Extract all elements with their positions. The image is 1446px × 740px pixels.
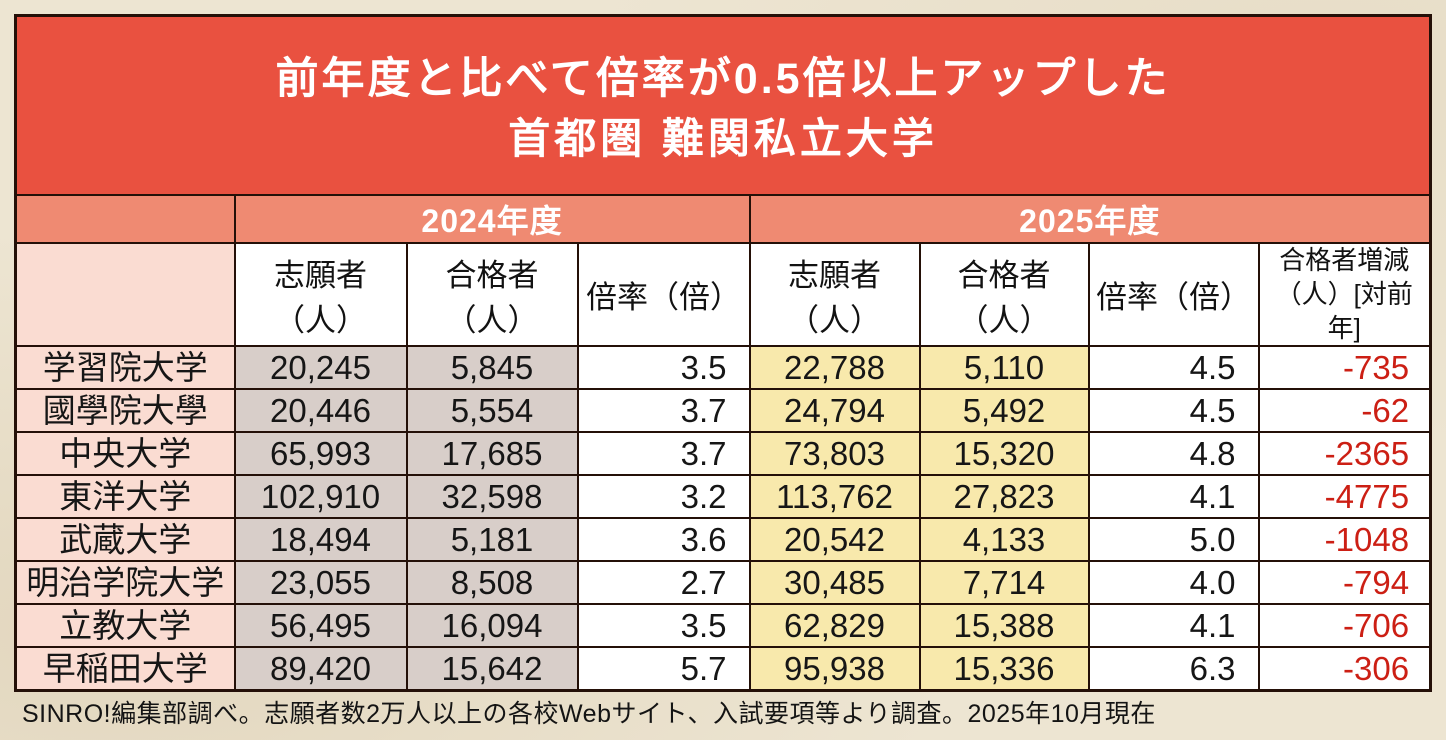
applicants-2025-value: 24,794	[748, 388, 921, 434]
admitted-2024-value: 5,181	[405, 517, 579, 563]
table-title-banner: 前年度と比べて倍率が0.5倍以上アップした 首都圏 難関私立大学	[14, 14, 1432, 196]
ratio-2024-value: 3.2	[576, 474, 751, 520]
table-row: 中央大学 65,993 17,685 3.7 73,803 15,320 4.8…	[14, 431, 1432, 477]
admitted-2024-value: 8,508	[405, 560, 579, 606]
applicants-2024-value: 20,446	[233, 388, 408, 434]
applicants-2025-value: 62,829	[748, 603, 921, 649]
table-row: 東洋大学 102,910 32,598 3.2 113,762 27,823 4…	[14, 474, 1432, 520]
banner-row: 前年度と比べて倍率が0.5倍以上アップした 首都圏 難関私立大学	[14, 14, 1432, 196]
admissions-table: 前年度と比べて倍率が0.5倍以上アップした 首都圏 難関私立大学 2024年度 …	[14, 14, 1433, 693]
applicants-2024-value: 102,910	[233, 474, 408, 520]
col-header-applicants-2024: 志願者（人）	[233, 241, 408, 348]
ratio-2024-value: 3.5	[576, 603, 751, 649]
admitted-diff-value: -706	[1257, 603, 1432, 649]
admitted-2024-value: 16,094	[405, 603, 579, 649]
admitted-2025-value: 7,714	[918, 560, 1090, 606]
admitted-2025-value: 4,133	[918, 517, 1090, 563]
applicants-2024-value: 56,495	[233, 603, 408, 649]
university-name: 明治学院大学	[14, 560, 236, 606]
applicants-2024-value: 18,494	[233, 517, 408, 563]
diff-header-line-2: （人）[対前年]	[1275, 278, 1413, 343]
admitted-2025-value: 15,388	[918, 603, 1090, 649]
ratio-2024-value: 5.7	[576, 646, 751, 692]
ratio-2024-value: 3.7	[576, 431, 751, 477]
university-name: 立教大学	[14, 603, 236, 649]
ratio-2025-value: 4.8	[1087, 431, 1260, 477]
admitted-2025-value: 27,823	[918, 474, 1090, 520]
ratio-2025-value: 5.0	[1087, 517, 1260, 563]
admitted-diff-value: -62	[1257, 388, 1432, 434]
applicants-2024-value: 20,245	[233, 345, 408, 391]
applicants-2025-value: 95,938	[748, 646, 921, 692]
university-name: 中央大学	[14, 431, 236, 477]
infographic: 前年度と比べて倍率が0.5倍以上アップした 首都圏 難関私立大学 2024年度 …	[14, 14, 1433, 693]
applicants-2025-value: 20,542	[748, 517, 921, 563]
admitted-diff-value: -1048	[1257, 517, 1432, 563]
admitted-2024-value: 17,685	[405, 431, 579, 477]
applicants-2025-value: 30,485	[748, 560, 921, 606]
admitted-2025-value: 5,110	[918, 345, 1090, 391]
ratio-2025-value: 4.1	[1087, 474, 1260, 520]
diff-header-line-1: 合格者増減	[1279, 245, 1410, 275]
col-header-admitted-2025: 合格者（人）	[918, 241, 1090, 348]
year-header-2025: 2025年度	[748, 194, 1432, 244]
university-name: 國學院大學	[14, 388, 236, 434]
applicants-2024-value: 89,420	[233, 646, 408, 692]
ratio-2025-value: 6.3	[1087, 646, 1260, 692]
admitted-2025-value: 5,492	[918, 388, 1090, 434]
table-row: 武蔵大学 18,494 5,181 3.6 20,542 4,133 5.0 -…	[14, 517, 1432, 563]
admitted-2024-value: 15,642	[405, 646, 579, 692]
col-header-admitted-2024: 合格者（人）	[405, 241, 579, 348]
title-line-2: 首都圏 難関私立大学	[508, 114, 938, 162]
admitted-2025-value: 15,336	[918, 646, 1090, 692]
table-row: 学習院大学 20,245 5,845 3.5 22,788 5,110 4.5 …	[14, 345, 1432, 391]
source-note: SINRO!編集部調べ。志願者数2万人以上の各校Webサイト、入試要項等より調査…	[22, 700, 1156, 728]
ratio-2024-value: 3.5	[576, 345, 751, 391]
ratio-2025-value: 4.1	[1087, 603, 1260, 649]
university-name: 学習院大学	[14, 345, 236, 391]
col-header-admitted-diff: 合格者増減 （人）[対前年]	[1257, 241, 1432, 348]
admitted-2024-value: 5,554	[405, 388, 579, 434]
admitted-diff-value: -2365	[1257, 431, 1432, 477]
university-name: 武蔵大学	[14, 517, 236, 563]
applicants-2025-value: 113,762	[748, 474, 921, 520]
ratio-2024-value: 2.7	[576, 560, 751, 606]
admitted-2025-value: 15,320	[918, 431, 1090, 477]
col-header-ratio-2025: 倍率（倍）	[1087, 241, 1260, 348]
admitted-2024-value: 32,598	[405, 474, 579, 520]
applicants-2025-value: 73,803	[748, 431, 921, 477]
admitted-diff-value: -306	[1257, 646, 1432, 692]
ratio-2025-value: 4.5	[1087, 345, 1260, 391]
admitted-diff-value: -735	[1257, 345, 1432, 391]
table-row: 明治学院大学 23,055 8,508 2.7 30,485 7,714 4.0…	[14, 560, 1432, 606]
university-name: 早稲田大学	[14, 646, 236, 692]
title-line-1: 前年度と比べて倍率が0.5倍以上アップした	[275, 54, 1171, 103]
col-header-ratio-2024: 倍率（倍）	[576, 241, 751, 348]
year-row-blank-cell	[14, 194, 236, 244]
ratio-2025-value: 4.0	[1087, 560, 1260, 606]
corner-cell	[14, 241, 236, 348]
university-name: 東洋大学	[14, 474, 236, 520]
column-header-row: 志願者（人） 合格者（人） 倍率（倍） 志願者（人） 合格者（人） 倍率（倍） …	[14, 241, 1432, 348]
ratio-2024-value: 3.7	[576, 388, 751, 434]
admitted-2024-value: 5,845	[405, 345, 579, 391]
ratio-2025-value: 4.5	[1087, 388, 1260, 434]
table-row: 立教大学 56,495 16,094 3.5 62,829 15,388 4.1…	[14, 603, 1432, 649]
admitted-diff-value: -794	[1257, 560, 1432, 606]
admitted-diff-value: -4775	[1257, 474, 1432, 520]
table-row: 國學院大學 20,446 5,554 3.7 24,794 5,492 4.5 …	[14, 388, 1432, 434]
year-header-2024: 2024年度	[233, 194, 751, 244]
ratio-2024-value: 3.6	[576, 517, 751, 563]
applicants-2025-value: 22,788	[748, 345, 921, 391]
applicants-2024-value: 23,055	[233, 560, 408, 606]
table-row: 早稲田大学 89,420 15,642 5.7 95,938 15,336 6.…	[14, 646, 1432, 692]
year-header-row: 2024年度 2025年度	[14, 194, 1432, 244]
col-header-applicants-2025: 志願者（人）	[748, 241, 921, 348]
applicants-2024-value: 65,993	[233, 431, 408, 477]
